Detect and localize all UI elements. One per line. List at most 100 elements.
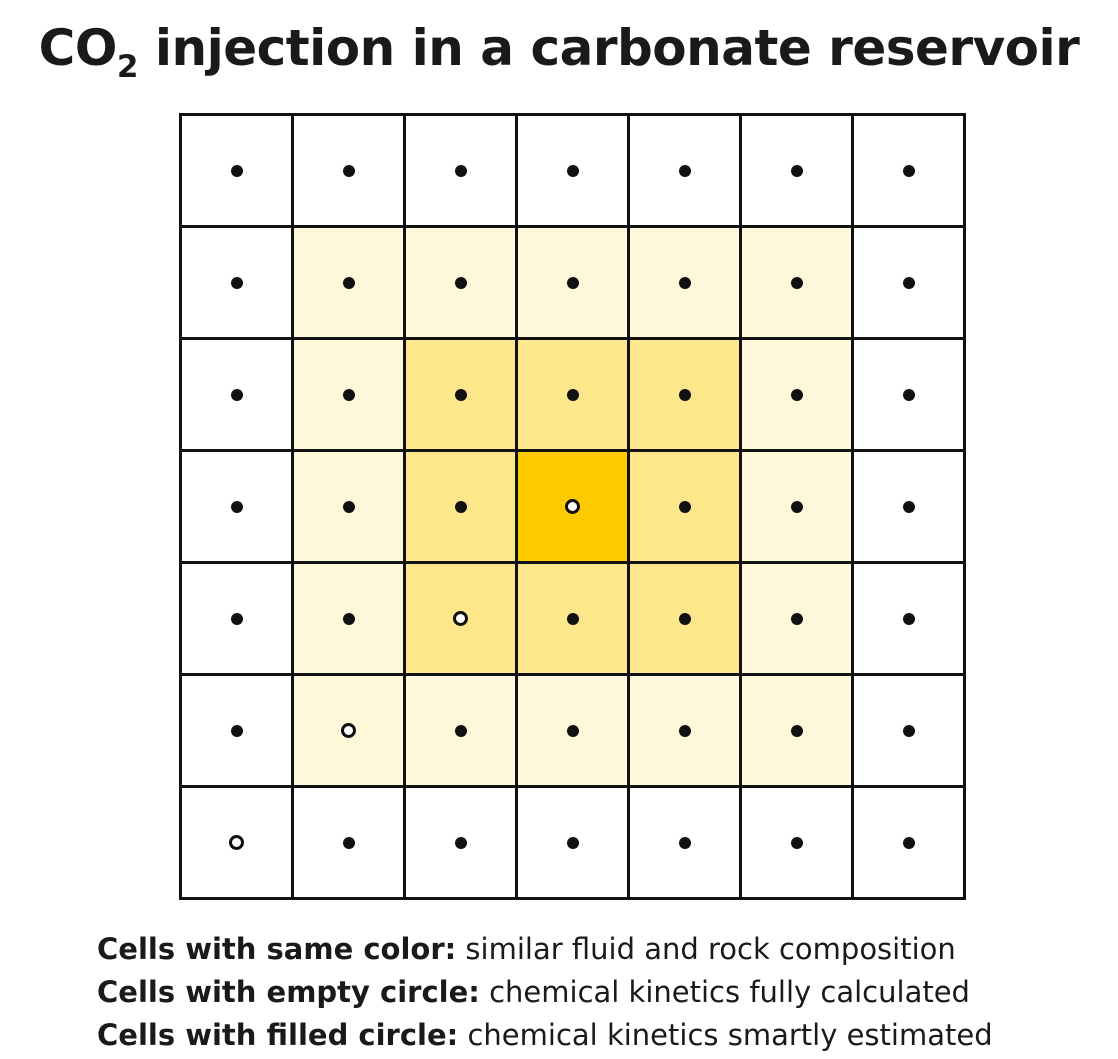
legend: Cells with same color: similar fluid and…: [97, 928, 993, 1057]
legend-text: similar fluid and rock composition: [456, 932, 956, 966]
grid-cell: [742, 116, 854, 228]
filled-circle-icon: [566, 836, 579, 849]
filled-circle-icon: [454, 164, 467, 177]
filled-circle-icon: [342, 388, 355, 401]
legend-item-same-color: Cells with same color: similar fluid and…: [97, 928, 993, 971]
filled-circle-icon: [678, 724, 691, 737]
filled-circle-icon: [566, 724, 579, 737]
grid-cell: [854, 676, 966, 788]
grid-cell: [854, 228, 966, 340]
grid-cell: [182, 116, 294, 228]
grid-cell: [294, 452, 406, 564]
filled-circle-icon: [902, 388, 915, 401]
filled-circle-icon: [678, 164, 691, 177]
grid-cell: [518, 452, 630, 564]
filled-circle-icon: [342, 164, 355, 177]
reservoir-grid: [179, 113, 966, 900]
grid-cell: [630, 340, 742, 452]
grid-cell: [630, 788, 742, 900]
title-prefix: CO: [38, 19, 118, 77]
grid-cell: [630, 228, 742, 340]
filled-circle-icon: [342, 500, 355, 513]
grid-cell: [518, 116, 630, 228]
grid-cell: [406, 676, 518, 788]
title-subscript: 2: [116, 49, 139, 85]
filled-circle-icon: [454, 388, 467, 401]
grid-cell: [854, 340, 966, 452]
grid-cell: [742, 228, 854, 340]
grid-cell: [406, 116, 518, 228]
filled-circle-icon: [566, 276, 579, 289]
filled-circle-icon: [342, 612, 355, 625]
diagram-title: CO2 injection in a carbonate reservoir: [0, 12, 1118, 91]
grid-cell: [294, 676, 406, 788]
grid-cell: [518, 340, 630, 452]
legend-text: chemical kinetics smartly estimated: [458, 1018, 993, 1052]
filled-circle-icon: [678, 836, 691, 849]
filled-circle-icon: [902, 612, 915, 625]
filled-circle-icon: [790, 612, 803, 625]
legend-label: Cells with filled circle:: [97, 1018, 459, 1052]
filled-circle-icon: [566, 164, 579, 177]
empty-circle-icon: [229, 835, 244, 850]
filled-circle-icon: [230, 724, 243, 737]
grid-cell: [630, 564, 742, 676]
grid-cell: [182, 564, 294, 676]
grid-cell: [742, 676, 854, 788]
filled-circle-icon: [566, 388, 579, 401]
filled-circle-icon: [566, 612, 579, 625]
filled-circle-icon: [790, 388, 803, 401]
filled-circle-icon: [790, 276, 803, 289]
filled-circle-icon: [790, 724, 803, 737]
grid-cell: [406, 340, 518, 452]
grid-cell: [854, 452, 966, 564]
filled-circle-icon: [454, 276, 467, 289]
grid-cell: [630, 676, 742, 788]
legend-label: Cells with same color:: [97, 932, 457, 966]
grid-cell: [406, 564, 518, 676]
grid-cell: [406, 788, 518, 900]
grid-cell: [406, 228, 518, 340]
grid-cell: [742, 452, 854, 564]
filled-circle-icon: [230, 276, 243, 289]
grid-cell: [406, 452, 518, 564]
empty-circle-icon: [565, 499, 580, 514]
legend-text: chemical kinetics fully calculated: [479, 975, 970, 1009]
grid-cell: [742, 340, 854, 452]
filled-circle-icon: [902, 276, 915, 289]
grid-cell: [854, 116, 966, 228]
filled-circle-icon: [902, 724, 915, 737]
filled-circle-icon: [342, 836, 355, 849]
grid-cell: [294, 564, 406, 676]
filled-circle-icon: [902, 164, 915, 177]
grid-cell: [182, 452, 294, 564]
grid-cell: [294, 340, 406, 452]
filled-circle-icon: [230, 612, 243, 625]
grid-cell: [182, 228, 294, 340]
filled-circle-icon: [230, 500, 243, 513]
grid-cell: [854, 788, 966, 900]
title-rest: injection in a carbonate reservoir: [137, 19, 1080, 77]
legend-item-filled-circle: Cells with filled circle: chemical kinet…: [97, 1014, 993, 1057]
filled-circle-icon: [678, 612, 691, 625]
filled-circle-icon: [454, 836, 467, 849]
filled-circle-icon: [902, 500, 915, 513]
grid-cell: [518, 564, 630, 676]
filled-circle-icon: [454, 500, 467, 513]
grid-cell: [630, 452, 742, 564]
empty-circle-icon: [453, 611, 468, 626]
legend-label: Cells with empty circle:: [97, 975, 480, 1009]
grid-cell: [742, 788, 854, 900]
grid-cell: [630, 116, 742, 228]
grid-cell: [294, 228, 406, 340]
filled-circle-icon: [454, 724, 467, 737]
empty-circle-icon: [341, 723, 356, 738]
grid-cell: [742, 564, 854, 676]
filled-circle-icon: [790, 500, 803, 513]
grid-cell: [518, 676, 630, 788]
filled-circle-icon: [230, 388, 243, 401]
grid-cell: [294, 116, 406, 228]
filled-circle-icon: [342, 276, 355, 289]
grid-cell: [518, 788, 630, 900]
grid-cell: [182, 788, 294, 900]
